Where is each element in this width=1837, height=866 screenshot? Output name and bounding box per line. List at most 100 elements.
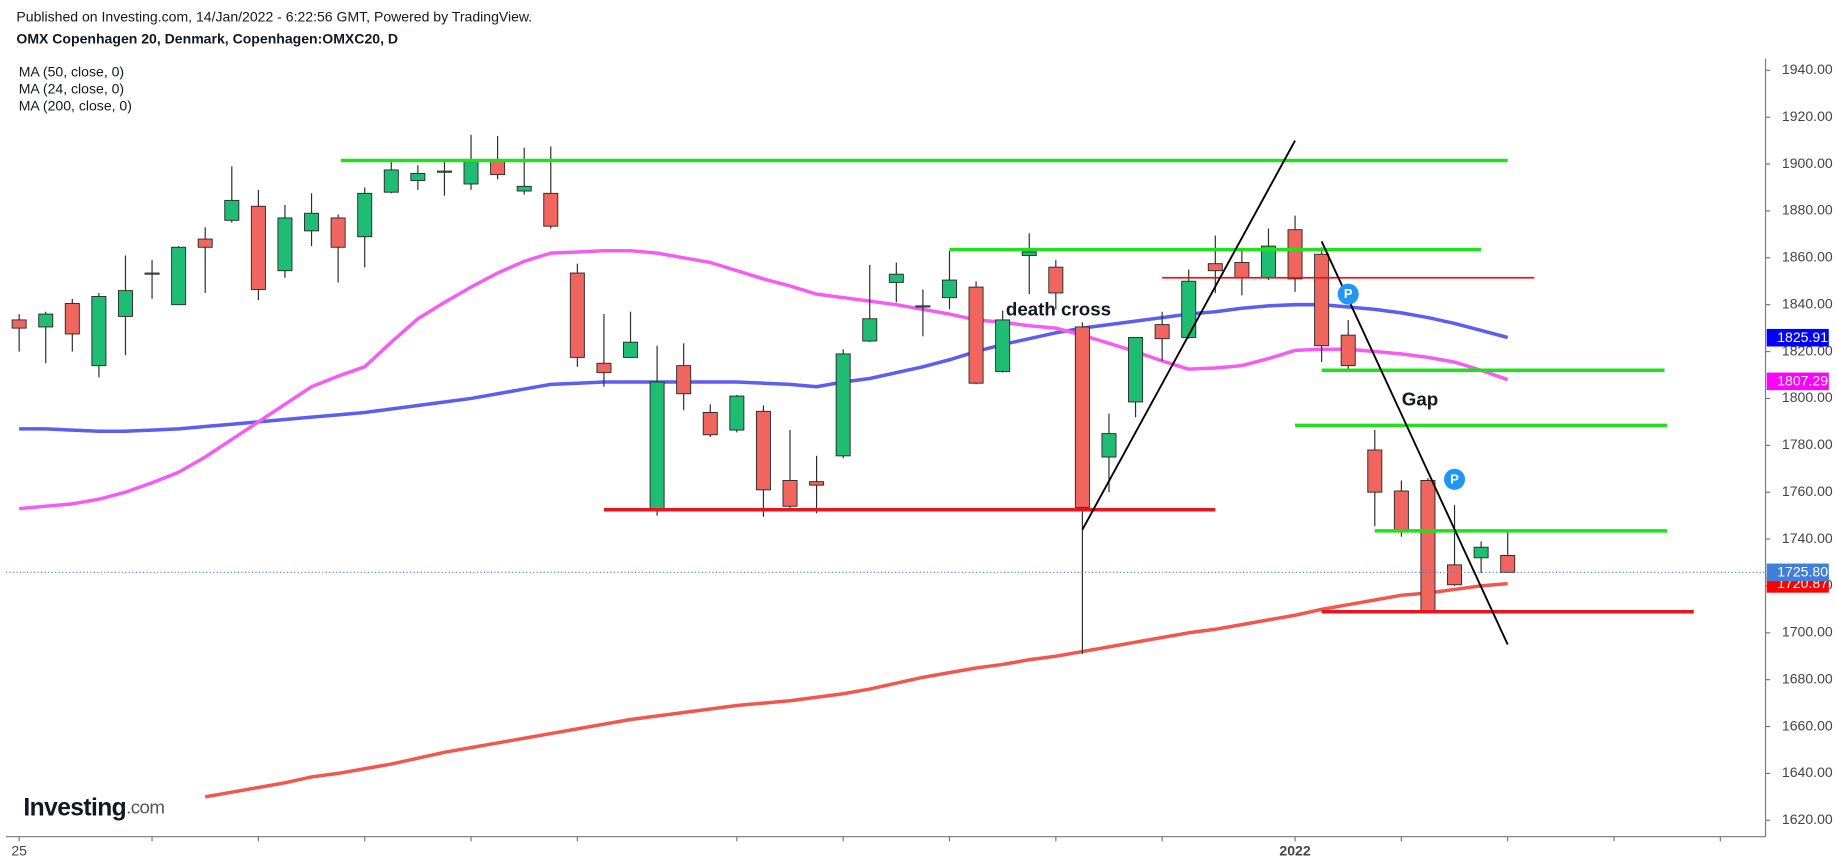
candle-body xyxy=(968,286,984,384)
candle-body xyxy=(64,303,80,335)
candle-body xyxy=(171,246,187,306)
candle-body xyxy=(277,217,293,272)
candle-body xyxy=(649,381,665,512)
ma-line xyxy=(204,581,1508,799)
y-tick-label: 1620.00 xyxy=(1782,811,1833,827)
candle-body xyxy=(676,365,692,395)
y-tick-label: 1760.00 xyxy=(1782,483,1833,499)
candle-body xyxy=(1340,334,1356,367)
published-note: Published on Investing.com, 14/Jan/2022 … xyxy=(16,8,532,24)
candle-body xyxy=(38,313,54,328)
candle-body xyxy=(197,238,213,248)
candle-body xyxy=(1393,490,1409,531)
candle-body xyxy=(543,192,559,227)
ma-line xyxy=(19,302,1509,433)
candle-body xyxy=(1181,280,1197,338)
candle-body xyxy=(436,170,452,173)
symbol-title: OMX Copenhagen 20, Denmark, Copenhagen:O… xyxy=(16,31,398,47)
candle-body xyxy=(1021,251,1037,256)
trend-line xyxy=(1320,241,1509,645)
y-tick-label: 1640.00 xyxy=(1782,764,1833,780)
candle-body xyxy=(782,479,798,507)
legend-entry: MA (200, close, 0) xyxy=(19,97,132,113)
price-tag-label: 1725.80 xyxy=(1777,564,1828,580)
y-tick-label: 1840.00 xyxy=(1782,295,1833,311)
candle-body xyxy=(144,272,160,275)
y-tick-label: 1940.00 xyxy=(1782,61,1833,77)
candle-body xyxy=(995,319,1011,372)
price-tag xyxy=(1766,328,1829,347)
y-tick-label: 1780.00 xyxy=(1782,436,1833,452)
candle-body xyxy=(383,169,399,193)
y-tick-label: 1920.00 xyxy=(1782,108,1833,124)
candle-body xyxy=(1447,564,1463,586)
candle-body xyxy=(1074,326,1090,508)
candle-body xyxy=(1048,266,1064,294)
y-tick-label: 1660.00 xyxy=(1782,717,1833,733)
candle-body xyxy=(224,199,240,221)
x-tick-label: 25 xyxy=(11,843,27,859)
candle-body xyxy=(702,412,718,436)
candle-body xyxy=(1234,262,1250,279)
candle-body xyxy=(1367,449,1383,493)
plot-area: 1620.001640.001660.001680.001700.001720.… xyxy=(5,61,1833,859)
x-tick-label: 2022 xyxy=(1279,843,1310,859)
logo: Investing.com xyxy=(23,794,164,821)
candle-body xyxy=(91,296,107,367)
y-tick-label: 1860.00 xyxy=(1782,249,1833,265)
candle-body xyxy=(1207,263,1223,272)
candle-body xyxy=(623,341,639,358)
candle-body xyxy=(835,353,851,457)
ma-line xyxy=(18,249,1509,511)
candle-body xyxy=(862,318,878,342)
candle-body xyxy=(490,160,506,176)
trend-line xyxy=(1081,140,1296,531)
candle-body xyxy=(1154,324,1170,340)
legend-entry: MA (24, close, 0) xyxy=(19,80,124,96)
badge xyxy=(1337,283,1359,305)
candle-body xyxy=(1101,433,1117,458)
annotation: Gap xyxy=(1402,389,1438,410)
y-tick-label: 1740.00 xyxy=(1782,530,1833,546)
candle-body xyxy=(1128,337,1144,403)
badge-label: P xyxy=(1344,286,1353,301)
price-tag xyxy=(1766,563,1829,582)
candle-body xyxy=(729,395,745,431)
badge xyxy=(1443,468,1466,490)
price-tag-label: 1807.29 xyxy=(1777,373,1828,389)
candle-body xyxy=(117,290,133,317)
candle-body xyxy=(1314,253,1330,347)
candle-body xyxy=(569,272,585,358)
y-tick-label: 1880.00 xyxy=(1782,202,1833,218)
candle-body xyxy=(516,185,532,192)
candle-body xyxy=(1473,546,1489,559)
candle-body xyxy=(888,273,904,283)
candle-body xyxy=(809,481,825,486)
candle-body xyxy=(755,410,771,491)
candle-body xyxy=(1500,554,1516,573)
logo-main: Investing xyxy=(23,794,126,821)
candle-body xyxy=(250,205,266,290)
y-tick-label: 1680.00 xyxy=(1782,670,1833,686)
badge-label: P xyxy=(1450,471,1459,486)
candle-body xyxy=(304,212,320,232)
candle-body xyxy=(330,217,346,248)
y-tick-label: 1900.00 xyxy=(1782,155,1833,171)
candle-body xyxy=(596,362,612,374)
candle-body xyxy=(941,279,957,299)
candle-body xyxy=(915,305,931,308)
candle-body xyxy=(357,192,373,238)
candle-body xyxy=(410,172,426,181)
candle-body xyxy=(463,161,479,185)
logo-suffix: .com xyxy=(126,797,164,818)
price-tag-label: 1825.91 xyxy=(1777,329,1828,345)
candle-body xyxy=(11,319,27,329)
y-tick-label: 1700.00 xyxy=(1782,624,1833,640)
candle-body xyxy=(1287,229,1303,280)
y-tick-label: 1800.00 xyxy=(1782,389,1833,405)
price-tag xyxy=(1766,372,1829,391)
candle-body xyxy=(1420,479,1436,612)
